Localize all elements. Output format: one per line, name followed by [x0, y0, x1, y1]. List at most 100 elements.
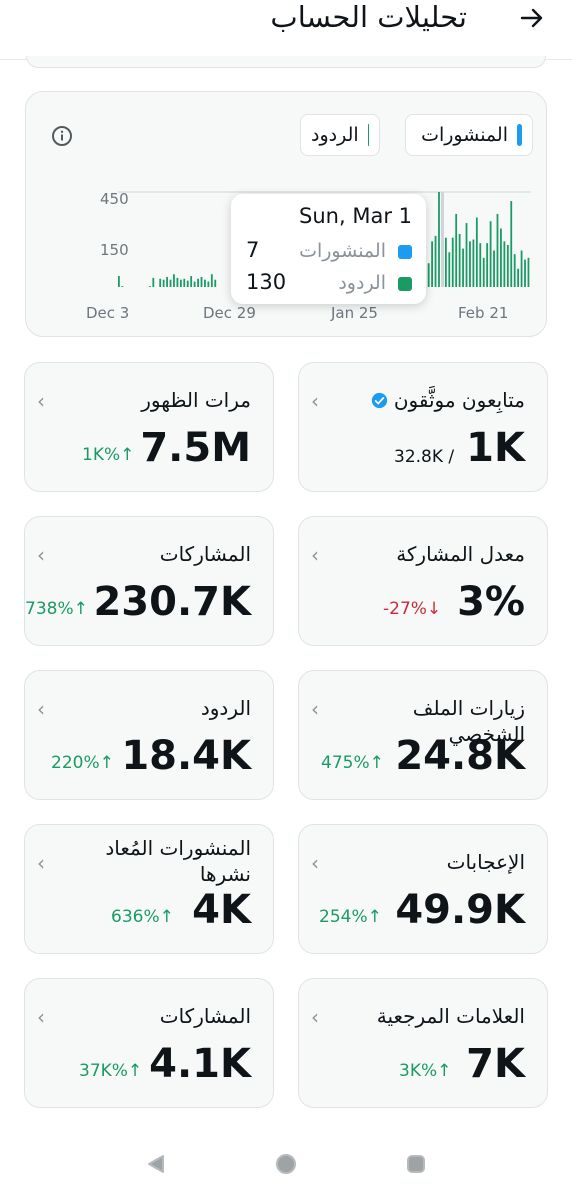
- metric-value: 7K: [466, 1041, 525, 1087]
- metric-label: المنشورات المُعاد نشرها: [105, 836, 251, 886]
- bar[interactable]: [455, 213, 458, 287]
- bar-chart[interactable]: 450 150 Dec 3 Dec 29 Jan 25 Feb 21: [26, 92, 548, 338]
- metric-value: 3%: [457, 579, 525, 625]
- bar[interactable]: [197, 278, 199, 287]
- bar[interactable]: [462, 248, 464, 287]
- bar[interactable]: [214, 279, 217, 287]
- bar[interactable]: [159, 278, 162, 287]
- bar[interactable]: [444, 237, 447, 287]
- tooltip-replies-swatch: [398, 277, 412, 291]
- bar[interactable]: [475, 217, 478, 287]
- page-title: تحليلات الحساب: [270, 0, 467, 34]
- metric-card-replies[interactable]: ‹ الردود 18.4K 220%↑: [24, 670, 274, 800]
- verified-badge-icon: [371, 392, 387, 409]
- bar[interactable]: [438, 192, 440, 287]
- bar[interactable]: [472, 239, 475, 288]
- chart-tooltip: Sun, Mar 1 7 المنشورات 130 الردود: [231, 194, 426, 304]
- metric-value: 24.8K: [395, 733, 525, 779]
- bar[interactable]: [448, 252, 451, 287]
- bar[interactable]: [527, 257, 530, 287]
- bar[interactable]: [166, 276, 168, 287]
- bar[interactable]: [465, 223, 468, 287]
- tooltip-posts-value: 7: [246, 238, 260, 262]
- bar[interactable]: [121, 286, 124, 287]
- bar[interactable]: [427, 263, 430, 287]
- bar[interactable]: [431, 241, 433, 287]
- metric-card-shares[interactable]: ‹ المشاركات 4.1K 37K%↑: [24, 978, 274, 1108]
- metric-label: الإعجابات: [446, 850, 525, 874]
- bar[interactable]: [524, 259, 526, 287]
- bar[interactable]: [500, 228, 502, 287]
- chevron-left-icon: ‹: [37, 697, 45, 721]
- bar[interactable]: [193, 281, 196, 287]
- metric-card-verified-followers[interactable]: ‹ متابِعون موثَّقون 1K 32.8K /: [298, 362, 548, 492]
- metric-change: -27%↓: [383, 599, 442, 619]
- bar[interactable]: [489, 221, 492, 287]
- metric-change: 636%↑: [111, 907, 174, 927]
- bar[interactable]: [486, 243, 489, 287]
- bar[interactable]: [506, 244, 509, 287]
- bar[interactable]: [520, 250, 523, 287]
- metric-card-reposts[interactable]: ‹ المنشورات المُعاد نشرها 4K 636%↑: [24, 824, 274, 954]
- legend-replies-button[interactable]: الردود: [300, 114, 380, 156]
- chevron-left-icon: ‹: [311, 851, 319, 875]
- metric-card-likes[interactable]: ‹ الإعجابات 49.9K 254%↑: [298, 824, 548, 954]
- bar[interactable]: [204, 279, 206, 287]
- tooltip-replies-value: 130: [246, 270, 287, 294]
- bar[interactable]: [517, 268, 520, 287]
- replies-swatch: [367, 124, 369, 146]
- hover-column: [441, 192, 444, 287]
- metric-card-profile-visits[interactable]: ‹ زيارات الملف الشخصي 24.8K 475%↑: [298, 670, 548, 800]
- bar[interactable]: [493, 250, 495, 287]
- bar[interactable]: [458, 234, 461, 287]
- metric-change: 254%↑: [319, 907, 382, 927]
- bar[interactable]: [152, 277, 155, 287]
- bar[interactable]: [513, 254, 516, 287]
- posts-swatch: [517, 124, 522, 146]
- recents-square-icon[interactable]: [404, 1152, 428, 1176]
- metric-card-engagement-rate[interactable]: ‹ معدل المشاركة 3% -27%↓: [298, 516, 548, 646]
- legend-posts-button[interactable]: المنشورات: [405, 114, 533, 156]
- bar[interactable]: [469, 241, 471, 287]
- bar[interactable]: [179, 279, 182, 287]
- bar[interactable]: [207, 281, 210, 287]
- bar[interactable]: [434, 235, 437, 287]
- metric-label: المشاركات: [159, 542, 251, 566]
- x-tick-label: Jan 25: [330, 304, 378, 322]
- bar[interactable]: [148, 286, 151, 287]
- bar[interactable]: [169, 279, 172, 287]
- tooltip-row-replies: 130 الردود: [231, 270, 426, 300]
- bar[interactable]: [186, 280, 189, 287]
- metric-card-impressions[interactable]: ‹ مرات الظهور 7.5M 1K%↑: [24, 362, 274, 492]
- bar[interactable]: [482, 257, 485, 287]
- bar[interactable]: [503, 241, 506, 287]
- chart-card: المنشورات الردود 450 150 Dec 3 Dec 29 Jan 25…: [25, 91, 547, 337]
- metric-card-engagements[interactable]: ‹ المشاركات 230.7K 738%↑: [24, 516, 274, 646]
- bar[interactable]: [190, 276, 193, 287]
- tooltip-row-posts: 7 المنشورات: [231, 238, 426, 268]
- back-triangle-icon[interactable]: [144, 1152, 168, 1176]
- info-icon[interactable]: [51, 125, 73, 147]
- metric-card-bookmarks[interactable]: ‹ العلامات المرجعية 7K 3K%↑: [298, 978, 548, 1108]
- metric-value: 4K: [192, 887, 251, 933]
- bar[interactable]: [183, 278, 186, 287]
- bar[interactable]: [510, 201, 513, 287]
- metric-value: 1K: [466, 425, 525, 471]
- y-tick-label: 450: [100, 190, 129, 208]
- chevron-left-icon: ‹: [311, 389, 319, 413]
- chevron-left-icon: ‹: [311, 1005, 319, 1029]
- arrow-right-icon[interactable]: [520, 6, 544, 30]
- tooltip-posts-swatch: [398, 245, 412, 259]
- bar[interactable]: [210, 274, 213, 287]
- home-circle-icon[interactable]: [274, 1152, 298, 1176]
- bar[interactable]: [173, 274, 175, 287]
- bar[interactable]: [118, 276, 120, 287]
- x-tick-label: Feb 21: [458, 304, 508, 322]
- bar[interactable]: [162, 279, 165, 287]
- bar[interactable]: [496, 213, 499, 287]
- bar[interactable]: [200, 276, 203, 287]
- bar[interactable]: [176, 277, 179, 287]
- bar[interactable]: [479, 243, 482, 287]
- bar[interactable]: [451, 237, 454, 287]
- metric-label: المشاركات: [159, 1004, 251, 1028]
